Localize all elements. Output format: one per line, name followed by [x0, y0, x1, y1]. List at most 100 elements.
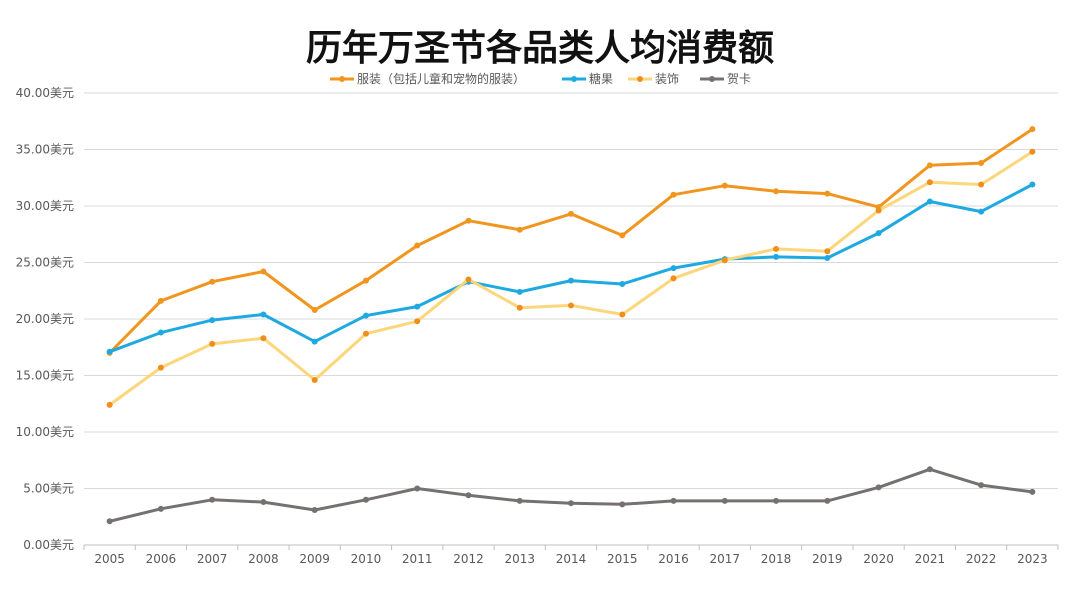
y-tick-label: 15.00美元 [16, 369, 74, 383]
data-point [926, 179, 933, 186]
data-point [311, 338, 318, 345]
x-tick-label: 2023 [1017, 552, 1048, 566]
data-point [414, 303, 421, 310]
data-point [619, 280, 626, 287]
x-tick-label: 2008 [248, 552, 279, 566]
data-point [773, 253, 780, 260]
data-point [670, 275, 677, 282]
data-point [773, 497, 780, 504]
x-tick-label: 2005 [94, 552, 125, 566]
data-point [362, 312, 369, 319]
legend-item: 装饰 [628, 72, 679, 86]
legend-swatch-marker [339, 76, 345, 82]
data-point [414, 318, 421, 325]
data-point [209, 317, 216, 324]
data-point [465, 276, 472, 283]
series-line [108, 467, 1034, 523]
data-point [516, 497, 523, 504]
series-1 [106, 181, 1036, 355]
data-point [721, 182, 728, 189]
legend-label: 糖果 [589, 71, 613, 86]
legend-label: 装饰 [655, 72, 679, 86]
x-tick-label: 2018 [761, 552, 792, 566]
y-tick-label: 5.00美元 [23, 482, 74, 496]
legend-swatch-marker [637, 76, 643, 82]
x-tick-label: 2006 [146, 552, 177, 566]
legend-item: 贺卡 [700, 72, 751, 86]
data-point [875, 207, 882, 214]
series-0 [106, 126, 1036, 356]
data-point [619, 232, 626, 239]
data-point [824, 497, 831, 504]
data-point [875, 484, 882, 491]
y-tick-label: 10.00美元 [16, 425, 74, 439]
data-point [926, 198, 933, 205]
data-point [414, 242, 421, 249]
series-3 [106, 466, 1036, 525]
data-point [106, 518, 113, 525]
data-point [568, 210, 574, 217]
data-point [362, 277, 369, 284]
x-tick-label: 2016 [658, 552, 689, 566]
data-point [773, 188, 780, 195]
chart-title: 历年万圣节各品类人均消费额 [306, 28, 774, 69]
data-point [670, 191, 677, 198]
data-point [516, 288, 523, 295]
series-2 [106, 148, 1036, 408]
data-point [1029, 148, 1036, 155]
x-tick-label: 2010 [351, 552, 382, 566]
x-axis: 2005 2006 2007 2008 2009 2010 2011 2012 2013 2014… [83, 545, 1059, 566]
data-point [1029, 181, 1036, 188]
legend-label: 贺卡 [727, 72, 751, 86]
data-point [516, 226, 523, 233]
x-tick-label: 2020 [863, 552, 894, 566]
data-point [260, 311, 267, 318]
data-point [157, 329, 164, 336]
data-point [209, 340, 216, 347]
y-tick-label: 30.00美元 [16, 199, 74, 213]
data-point [465, 492, 472, 499]
x-tick-label: 2011 [402, 552, 433, 566]
x-tick-label: 2015 [607, 552, 638, 566]
x-tick-label: 2021 [915, 552, 946, 566]
legend: 服装（包括儿童和宠物的服装） 糖果 装饰 贺卡 [330, 71, 751, 86]
data-point [824, 254, 831, 261]
gridlines [84, 92, 1058, 546]
x-tick-label: 2009 [299, 552, 330, 566]
y-tick-label: 25.00美元 [16, 256, 74, 270]
data-point [311, 377, 318, 384]
data-point [157, 505, 164, 512]
data-point [414, 485, 421, 492]
data-point [209, 496, 216, 503]
data-point [362, 496, 369, 503]
x-tick-label: 2013 [504, 552, 535, 566]
y-tick-label: 35.00美元 [16, 143, 74, 157]
data-point [978, 482, 985, 489]
legend-item: 糖果 [562, 71, 613, 86]
data-point [106, 401, 113, 408]
data-point [568, 500, 574, 507]
y-tick-label: 20.00美元 [16, 312, 74, 326]
series-layer [106, 126, 1036, 525]
x-tick-label: 2019 [812, 552, 843, 566]
data-point [362, 330, 369, 337]
data-point [978, 181, 985, 188]
series-line [108, 183, 1034, 354]
data-point [260, 499, 267, 506]
data-point [157, 297, 164, 304]
x-tick-label: 2014 [556, 552, 587, 566]
data-point [516, 304, 523, 311]
data-point [926, 466, 933, 473]
data-point [824, 190, 831, 197]
data-point [568, 302, 574, 309]
data-point [670, 497, 677, 504]
data-point [619, 311, 626, 318]
y-tick-label: 40.00美元 [16, 86, 74, 100]
data-point [568, 277, 574, 284]
data-point [721, 497, 728, 504]
data-point [619, 501, 626, 508]
legend-item: 服装（包括儿童和宠物的服装） [330, 71, 525, 86]
data-point [1029, 488, 1036, 495]
x-tick-label: 2007 [197, 552, 228, 566]
